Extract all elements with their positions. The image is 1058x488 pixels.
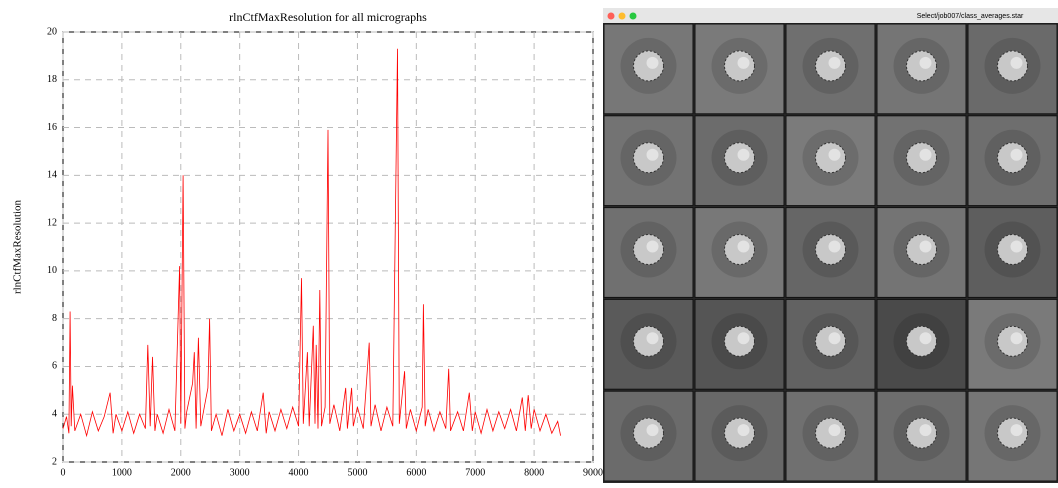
plot-area (62, 31, 594, 463)
particle-detail (737, 148, 750, 161)
y-tick-label: 18 (47, 74, 57, 85)
particle-detail (919, 240, 932, 253)
data-line (62, 48, 561, 438)
y-tick-label: 12 (47, 217, 57, 228)
particle-detail (1010, 240, 1023, 253)
y-tick-label: 2 (52, 456, 57, 467)
title-bar (603, 8, 1058, 23)
x-tick-label: 7000 (465, 467, 485, 478)
particle-detail (919, 424, 932, 437)
particle-detail (828, 240, 841, 253)
x-tick-label: 4000 (289, 467, 309, 478)
y-tick-label: 10 (47, 265, 57, 276)
particle-detail (737, 240, 750, 253)
x-tick-label: 8000 (524, 467, 544, 478)
x-tick-label: 2000 (171, 467, 191, 478)
particle-detail (919, 56, 932, 69)
x-tick-label: 1000 (112, 467, 132, 478)
x-tick-label: 5000 (347, 467, 367, 478)
particle-detail (646, 148, 659, 161)
particle-detail (1010, 424, 1023, 437)
particle-detail (828, 56, 841, 69)
y-tick-label: 4 (52, 409, 57, 420)
window-title: Select/job007/class_averages.star (917, 13, 1024, 20)
y-tick-label: 14 (47, 170, 57, 181)
particle-detail (646, 240, 659, 253)
particle-detail (828, 332, 841, 345)
x-tick-label: 9000 (583, 467, 603, 478)
zoom-button[interactable] (629, 12, 637, 20)
y-tick-label: 20 (47, 26, 57, 37)
minimize-button[interactable] (618, 12, 626, 20)
x-tick-label: 0 (61, 467, 66, 478)
particle-detail (1010, 332, 1023, 345)
particle-detail (1010, 56, 1023, 69)
x-tick-label: 3000 (230, 467, 250, 478)
particle-detail (646, 424, 659, 437)
y-axis-label: rlnCtfMaxResolution (12, 199, 24, 294)
particle-detail (1010, 148, 1023, 161)
particle-detail (828, 424, 841, 437)
particle-detail (646, 332, 659, 345)
y-tick-label: 6 (52, 361, 57, 372)
particle-detail (737, 56, 750, 69)
particle-detail (737, 424, 750, 437)
chart-title: rlnCtfMaxResolution for all micrographs (229, 10, 427, 24)
particle-detail (919, 332, 932, 345)
particle-detail (737, 332, 750, 345)
x-tick-label: 6000 (406, 467, 426, 478)
particle-detail (646, 56, 659, 69)
particle-detail (919, 148, 932, 161)
particle-detail (828, 148, 841, 161)
y-tick-label: 16 (47, 122, 57, 133)
y-tick-label: 8 (52, 313, 57, 324)
close-button[interactable] (607, 12, 615, 20)
